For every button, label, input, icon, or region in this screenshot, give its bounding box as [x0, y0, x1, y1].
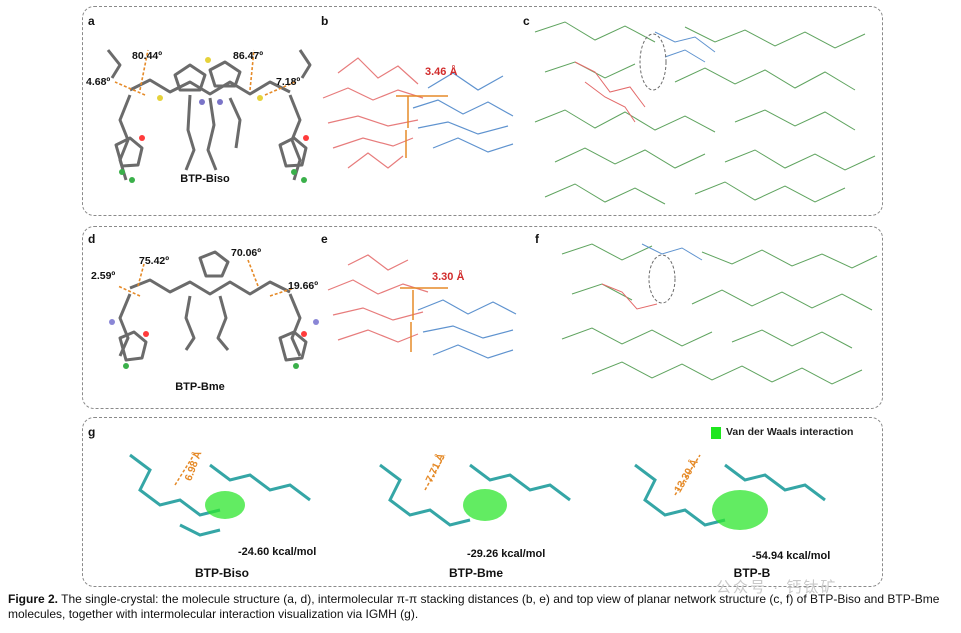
angle-a-4: 7.18º [276, 76, 301, 88]
label-e: e [321, 232, 328, 246]
angle-d-1: 75.42º [139, 255, 170, 267]
igmh-biso-energy: -24.60 kcal/mol [238, 546, 317, 558]
stacking-e-structure [327, 254, 517, 359]
vdw-legend-label: Van der Waals interaction [726, 426, 854, 438]
molecule-d-structure [109, 250, 319, 369]
igmh-biso-structure [129, 452, 311, 537]
panel-row-def [82, 226, 883, 409]
molecule-a-structure [106, 49, 312, 183]
angle-d-3: 2.59º [91, 270, 116, 282]
igmh-bme-structure [379, 454, 571, 527]
angle-d-4: 19.66º [288, 280, 319, 292]
stacking-b-structure [322, 57, 514, 169]
label-f: f [535, 232, 539, 246]
label-d: d [88, 232, 96, 246]
angle-a-2: 86.47º [233, 50, 264, 62]
caption-lead: Figure 2. [8, 592, 59, 606]
angle-a-3: 4.68º [86, 76, 111, 88]
cropped-header-strip [0, 0, 961, 4]
molecule-name-a: BTP-Biso [180, 173, 230, 185]
igmh-b-energy: -54.94 kcal/mol [752, 550, 831, 562]
figure-caption: Figure 2. The single-crystal: the molecu… [8, 592, 948, 622]
angle-a-1: 80.44º [132, 50, 163, 62]
igmh-b-structure [634, 454, 826, 530]
network-f-structure [561, 243, 878, 385]
distance-e: 3.30 Å [432, 271, 465, 283]
igmh-biso-name: BTP-Biso [195, 566, 249, 580]
distance-b: 3.46 Å [425, 66, 458, 78]
igmh-b-name: BTP-B [733, 566, 771, 580]
watermark: 公众号 · 钙钛矿· [716, 579, 845, 596]
angle-d-2: 70.06º [231, 247, 262, 259]
panel-row-abc [82, 6, 883, 216]
caption-text: The single-crystal: the molecule structu… [8, 592, 940, 621]
label-a: a [88, 14, 95, 28]
label-b: b [321, 14, 329, 28]
label-g: g [88, 425, 96, 439]
label-c: c [523, 14, 530, 28]
igmh-bme-name: BTP-Bme [448, 566, 503, 580]
molecule-name-d: BTP-Bme [175, 381, 225, 393]
vdw-legend-swatch [711, 427, 721, 439]
igmh-bme-energy: -29.26 kcal/mol [467, 548, 546, 560]
network-c-structure [534, 21, 876, 205]
